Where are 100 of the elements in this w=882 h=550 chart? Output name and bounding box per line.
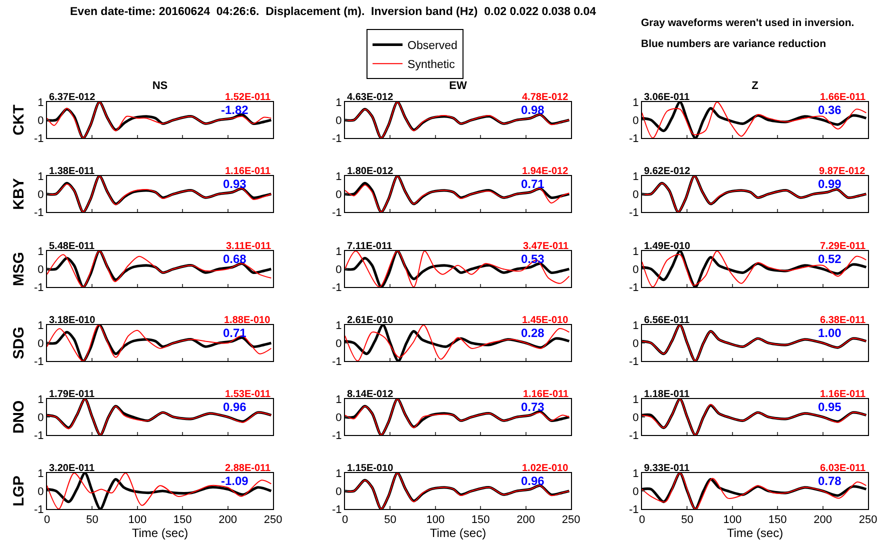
y-tick-label: 1 — [336, 394, 342, 406]
y-tick-label: 0 — [336, 412, 342, 424]
y-tick-label: 1 — [336, 96, 342, 109]
annotation: 4.63E-012 — [347, 92, 394, 103]
y-tick-label: 1 — [38, 170, 44, 183]
x-tick-label: 100 — [723, 514, 742, 526]
annotation: 0.53 — [521, 252, 545, 266]
y-tick-label: 1 — [336, 246, 342, 258]
y-tick-label: 0 — [38, 114, 44, 127]
annotation: 0.68 — [223, 252, 247, 266]
annotation: 0.52 — [818, 252, 842, 266]
y-tick-label: -1 — [34, 430, 44, 442]
y-axis-title: MSG — [10, 252, 28, 286]
y-tick-label: 0 — [632, 338, 639, 350]
x-axis-title: Time (sec) — [430, 526, 486, 540]
annotation: 9.33E-011 — [644, 463, 690, 474]
y-tick-label: -1 — [332, 504, 342, 516]
x-tick-label: 50 — [681, 514, 694, 526]
y-tick-label: -1 — [332, 282, 342, 294]
y-tick-label: 0 — [632, 114, 639, 127]
legend-label: Synthetic — [408, 59, 456, 72]
annotation: 1.38E-011 — [49, 166, 96, 177]
y-tick-label: -1 — [629, 430, 639, 442]
y-tick-label: 0 — [632, 264, 639, 276]
annotation: -1.82 — [221, 103, 249, 117]
annotation: 6.37E-012 — [49, 92, 96, 103]
annotation: 6.03E-011 — [820, 463, 866, 474]
annotation: -1.09 — [221, 474, 249, 488]
y-tick-label: 0 — [38, 338, 44, 350]
y-tick-label: -1 — [332, 356, 342, 368]
y-tick-label: 1 — [632, 246, 639, 258]
y-tick-label: -1 — [629, 282, 639, 294]
x-tick-label: 50 — [384, 514, 396, 526]
y-tick-label: -1 — [34, 356, 44, 368]
annotation: 1.94E-012 — [522, 166, 569, 177]
y-tick-label: 1 — [38, 394, 44, 406]
chart-title: Z — [752, 80, 759, 92]
y-tick-label: 1 — [336, 170, 342, 183]
y-tick-label: -1 — [332, 132, 342, 145]
x-axis-title: Time (sec) — [132, 526, 188, 540]
x-tick-label: 250 — [858, 514, 878, 526]
annotation: 1.15E-010 — [347, 463, 394, 474]
annotation: 0.99 — [818, 177, 842, 191]
y-tick-label: -1 — [34, 206, 44, 219]
x-tick-label: 150 — [173, 514, 192, 526]
x-tick-label: 250 — [562, 514, 580, 526]
y-tick-label: -1 — [629, 504, 639, 516]
x-tick-label: 200 — [814, 514, 832, 526]
y-tick-label: 0 — [38, 412, 44, 424]
y-tick-label: 0 — [38, 188, 44, 201]
text: Gray waveforms weren't used in inversion. — [641, 17, 854, 29]
annotation: 3.47E-011 — [523, 241, 570, 252]
y-tick-label: 1 — [38, 320, 44, 332]
annotation: 8.14E-012 — [347, 389, 394, 400]
y-tick-label: -1 — [629, 356, 639, 368]
annotation: 1.00 — [818, 326, 842, 340]
annotation: 3.11E-011 — [226, 241, 272, 252]
y-tick-label: 0 — [38, 264, 44, 276]
y-tick-label: 0 — [632, 188, 639, 201]
legend-label: Observed — [408, 40, 458, 52]
y-tick-label: -1 — [34, 282, 44, 294]
y-tick-label: 1 — [632, 468, 639, 480]
y-tick-label: 0 — [632, 412, 639, 424]
y-axis-title: KBY — [10, 178, 28, 210]
annotation: 1.45E-010 — [522, 315, 569, 326]
annotation: 6.56E-011 — [644, 315, 690, 326]
y-tick-label: 1 — [38, 468, 44, 480]
annotation: 5.48E-011 — [49, 241, 96, 252]
annotation: 0.98 — [521, 103, 545, 117]
annotation: 0.78 — [818, 474, 842, 488]
annotation: 3.06E-011 — [644, 92, 690, 103]
annotation: 1.16E-011 — [225, 166, 272, 177]
y-tick-label: 0 — [632, 486, 639, 498]
annotation: 0.96 — [223, 400, 247, 414]
chart-title: NS — [152, 80, 168, 92]
y-axis-title: CKT — [10, 104, 28, 136]
y-tick-label: 1 — [38, 246, 44, 258]
x-tick-label: 250 — [264, 514, 282, 526]
y-tick-label: 1 — [632, 394, 639, 406]
y-tick-label: -1 — [34, 504, 44, 516]
annotation: 1.80E-012 — [347, 166, 394, 177]
x-tick-label: 200 — [516, 514, 535, 526]
y-axis-title: LGP — [10, 476, 28, 506]
annotation: 7.11E-011 — [347, 241, 392, 252]
y-tick-label: 1 — [632, 170, 639, 183]
annotation: 1.52E-011 — [225, 92, 272, 103]
annotation: 0.28 — [521, 326, 545, 340]
annotation: 1.53E-011 — [225, 389, 272, 400]
y-tick-label: -1 — [332, 206, 342, 219]
annotation: 1.66E-011 — [820, 92, 866, 103]
y-tick-label: 1 — [336, 320, 342, 332]
y-tick-label: 1 — [38, 96, 44, 109]
y-axis-title: SDG — [10, 326, 28, 360]
y-tick-label: -1 — [629, 206, 639, 219]
chart-title: EW — [449, 80, 468, 92]
x-tick-label: 100 — [426, 514, 445, 526]
annotation: 1.88E-010 — [224, 315, 271, 326]
y-tick-label: -1 — [332, 430, 342, 442]
y-tick-label: -1 — [629, 132, 639, 145]
annotation: 1.02E-010 — [522, 463, 569, 474]
